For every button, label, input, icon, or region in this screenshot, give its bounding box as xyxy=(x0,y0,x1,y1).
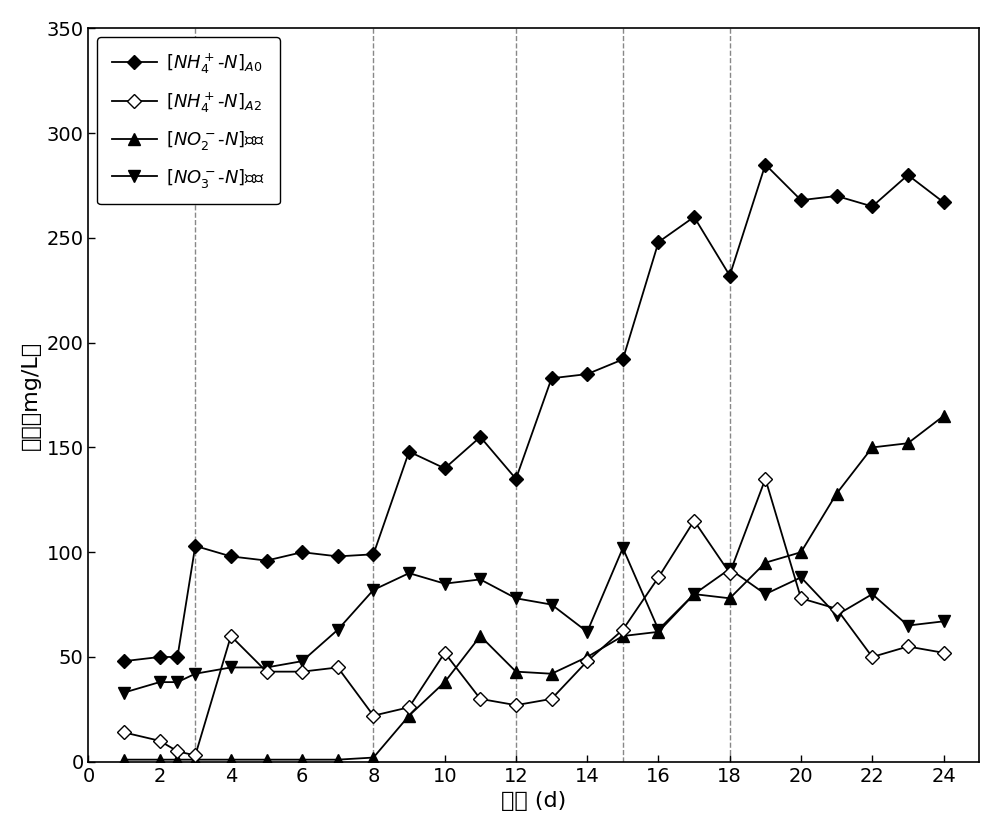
Y-axis label: 浓度（mg/L）: 浓度（mg/L） xyxy=(21,340,41,449)
Legend: $[NH_4^+$-$N]_{A0}$, $[NH_4^+$-$N]_{A2}$, $[NO_2^-$-$N]$生成, $[NO_3^-$-$N]$生成: $[NH_4^+$-$N]_{A0}$, $[NH_4^+$-$N]_{A2}$… xyxy=(97,37,280,204)
X-axis label: 时间 (d): 时间 (d) xyxy=(501,791,566,811)
